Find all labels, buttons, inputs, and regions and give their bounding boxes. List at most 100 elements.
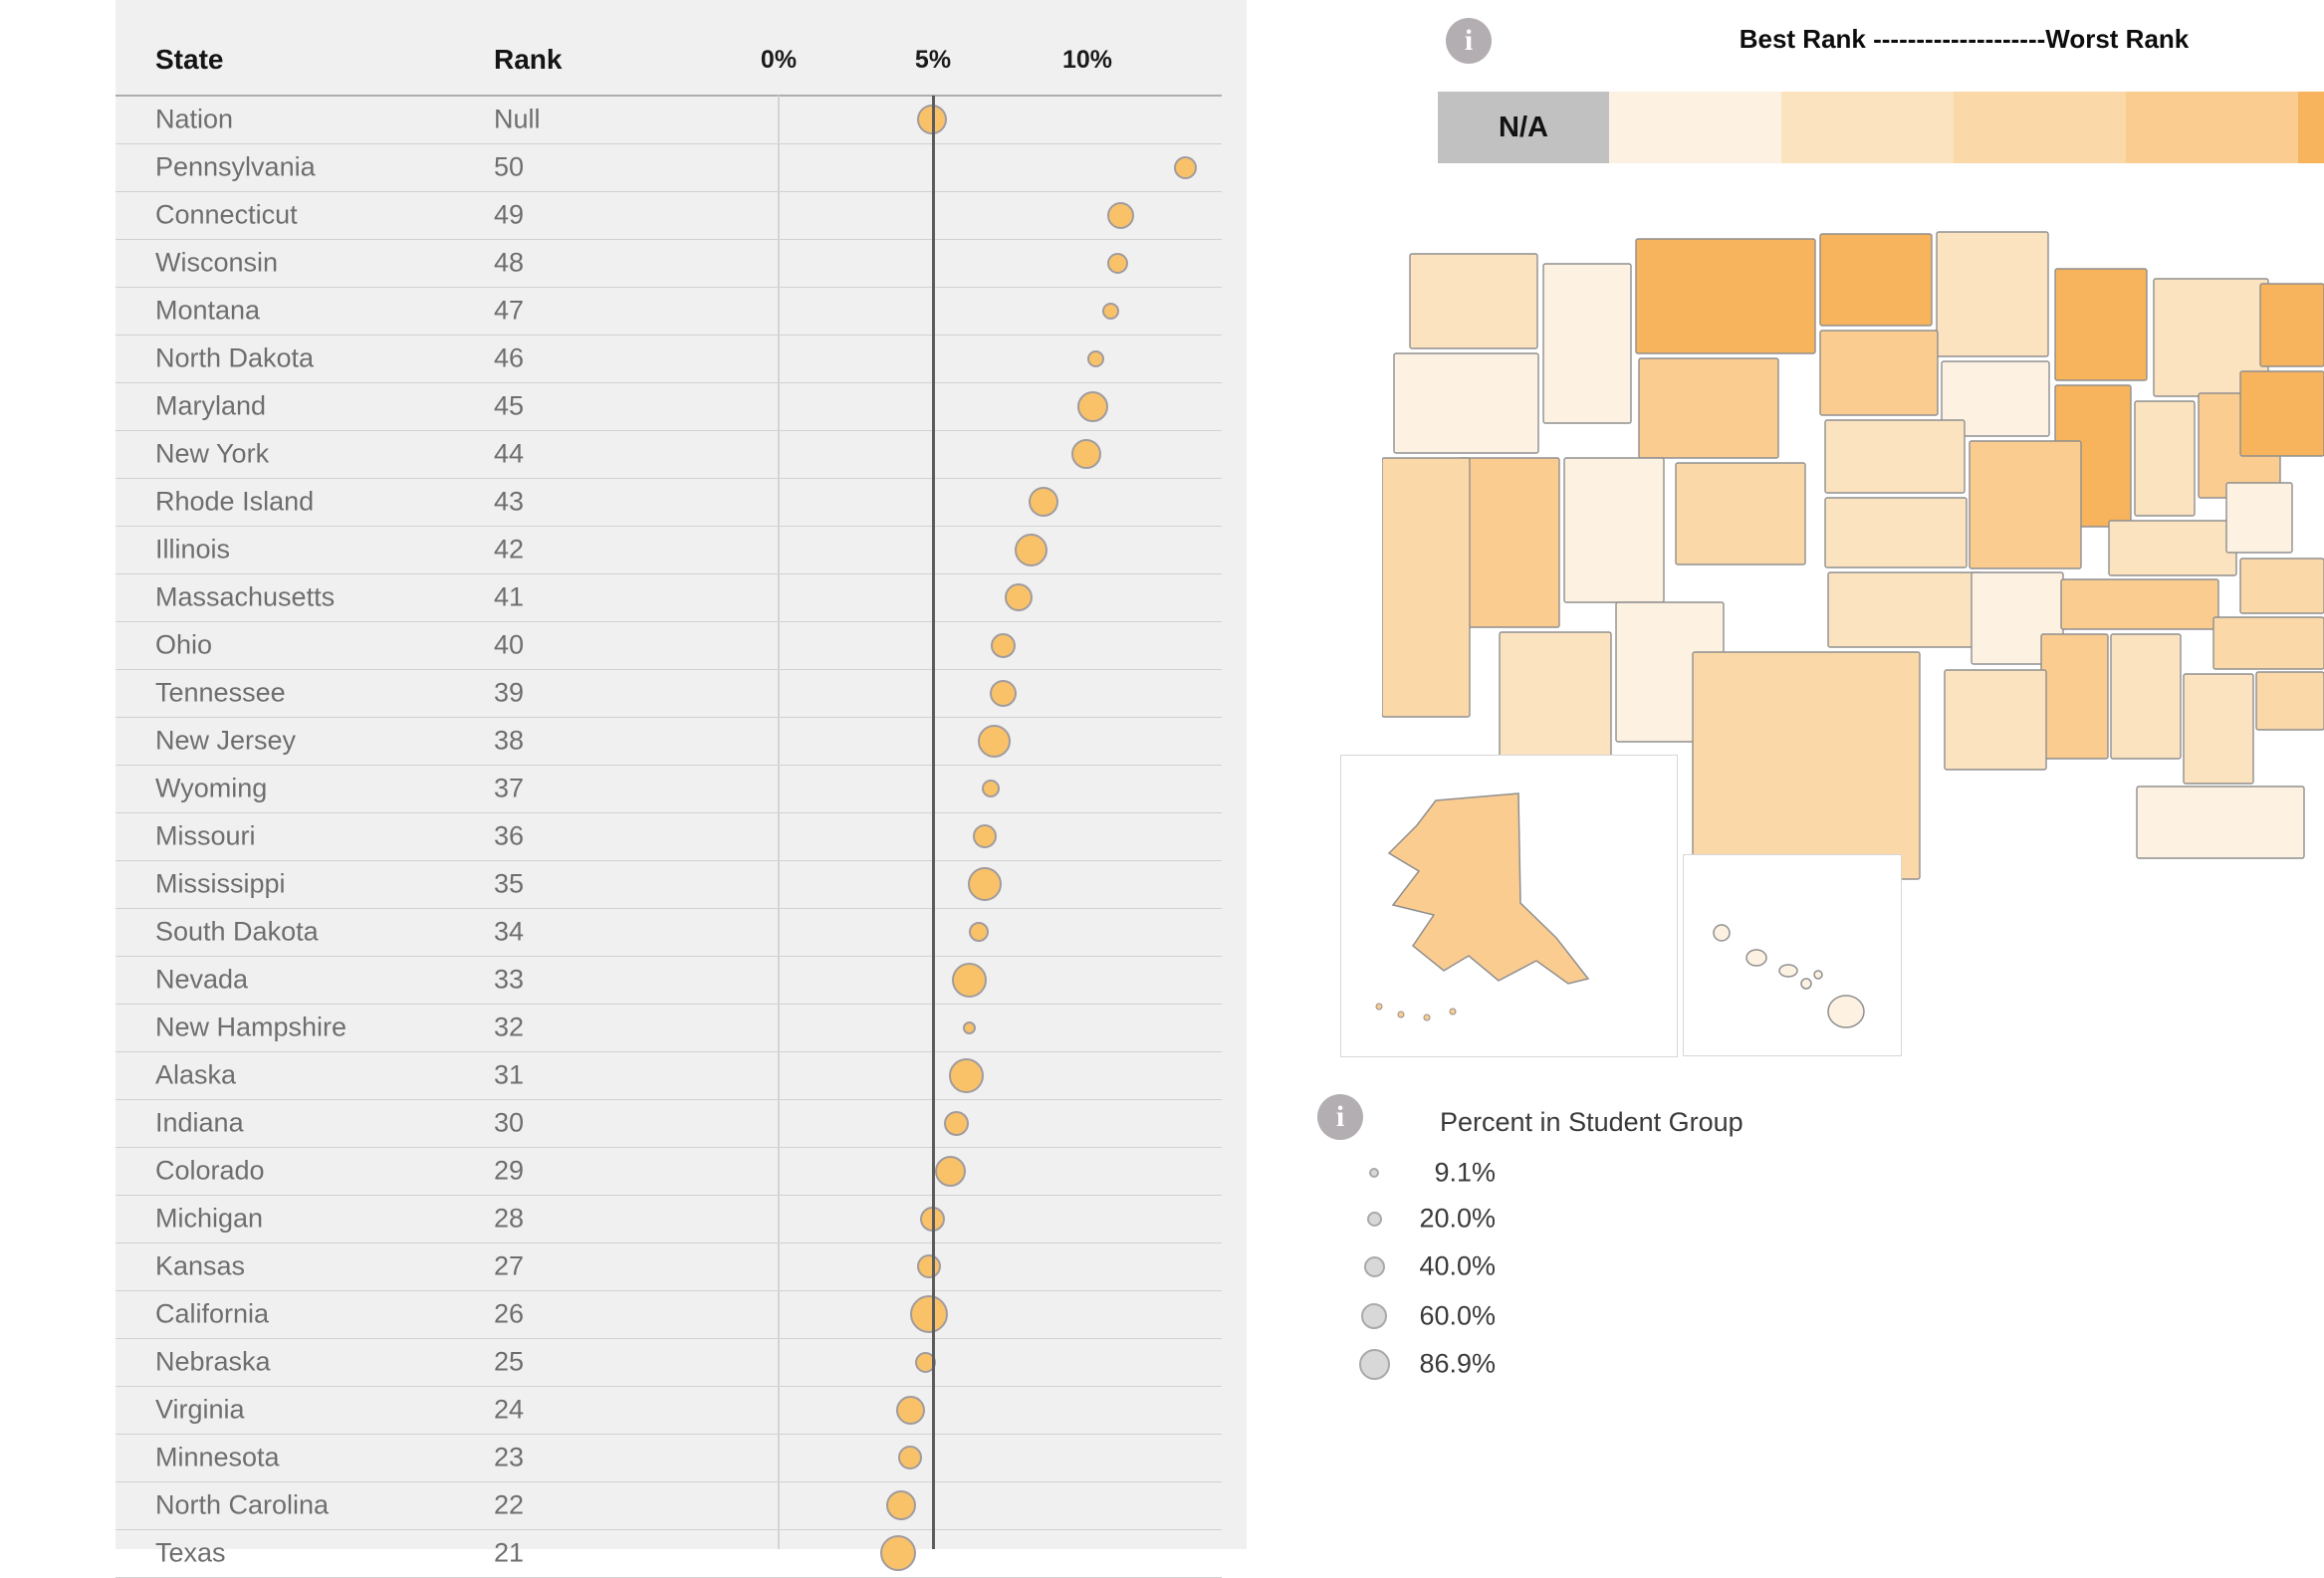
table-row[interactable]: Wisconsin 48 [116, 239, 1222, 288]
percent-dot[interactable] [967, 867, 1002, 901]
table-row[interactable]: New York 44 [116, 430, 1222, 479]
state-MS[interactable] [2040, 633, 2109, 760]
state-WI[interactable] [2054, 268, 2148, 381]
percent-dot[interactable] [944, 1110, 970, 1136]
size-legend-circle[interactable] [1361, 1303, 1387, 1329]
table-row[interactable]: Maryland 45 [116, 382, 1222, 431]
state-CO[interactable] [1675, 462, 1806, 565]
table-row[interactable]: Mississippi 35 [116, 860, 1222, 909]
percent-dot[interactable] [972, 824, 997, 848]
state-IA[interactable] [1941, 360, 2050, 437]
state-NC[interactable] [2212, 616, 2324, 670]
state-MO[interactable] [1969, 440, 2082, 569]
percent-dot[interactable] [1028, 487, 1058, 517]
percent-dot[interactable] [1106, 201, 1134, 229]
state-ND[interactable] [1819, 233, 1933, 327]
state-WV[interactable] [2225, 482, 2293, 554]
percent-dot[interactable] [1106, 252, 1128, 274]
state-MT[interactable] [1635, 238, 1816, 354]
state-TN[interactable] [2060, 578, 2219, 630]
legend-color-swatch-bin5[interactable] [2298, 92, 2324, 163]
table-row[interactable]: Connecticut 49 [116, 191, 1222, 240]
state-PA[interactable] [2239, 370, 2324, 457]
table-row[interactable]: Rhode Island 43 [116, 478, 1222, 527]
info-icon-size-legend[interactable]: i [1317, 1094, 1363, 1140]
table-row[interactable]: Missouri 36 [116, 812, 1222, 861]
size-legend-circle[interactable] [1363, 1255, 1385, 1277]
state-IN[interactable] [2134, 400, 2196, 517]
table-row[interactable]: Alaska 31 [116, 1051, 1222, 1100]
state-GA[interactable] [2183, 673, 2254, 785]
state-UT[interactable] [1563, 457, 1665, 603]
table-row[interactable]: New Jersey 38 [116, 717, 1222, 766]
percent-dot[interactable] [962, 1020, 976, 1034]
table-row[interactable]: Nevada 33 [116, 956, 1222, 1005]
state-KS[interactable] [1824, 497, 1968, 568]
percent-dot[interactable] [879, 1535, 916, 1571]
table-row[interactable]: Virginia 24 [116, 1386, 1222, 1435]
state-SC[interactable] [2255, 671, 2324, 731]
percent-dot[interactable] [898, 1446, 923, 1469]
legend-color-swatch-bin4[interactable] [2126, 92, 2298, 163]
percent-dot[interactable] [909, 1295, 948, 1333]
percent-dot[interactable] [990, 632, 1016, 658]
percent-dot[interactable] [977, 724, 1011, 758]
state-NY[interactable] [2259, 283, 2324, 367]
state-WY[interactable] [1638, 357, 1779, 459]
table-row[interactable]: Nebraska 25 [116, 1338, 1222, 1387]
state-KY[interactable] [2108, 520, 2237, 576]
table-row[interactable]: North Dakota 46 [116, 335, 1222, 383]
percent-dot[interactable] [981, 780, 1000, 797]
state-NV[interactable] [1459, 457, 1560, 628]
percent-dot[interactable] [1071, 439, 1101, 469]
state-LA[interactable] [1944, 669, 2047, 771]
percent-dot[interactable] [1076, 390, 1108, 422]
legend-color-swatch-bin3[interactable] [1954, 92, 2126, 163]
percent-dot[interactable] [886, 1490, 916, 1520]
table-row[interactable]: Pennsylvania 50 [116, 143, 1222, 192]
percent-dot[interactable] [916, 1254, 941, 1278]
percent-dot[interactable] [935, 1155, 967, 1187]
percent-dot[interactable] [951, 962, 987, 998]
legend-color-swatch-bin1[interactable] [1609, 92, 1781, 163]
size-legend-circle[interactable] [1358, 1348, 1390, 1380]
table-row[interactable]: California 26 [116, 1290, 1222, 1339]
table-row[interactable]: Nation Null [116, 96, 1222, 144]
table-row[interactable]: Colorado 29 [116, 1147, 1222, 1196]
table-row[interactable]: Wyoming 37 [116, 765, 1222, 813]
percent-dot[interactable] [895, 1395, 925, 1425]
state-OK[interactable] [1827, 571, 1983, 648]
state-NE[interactable] [1824, 419, 1966, 494]
table-row[interactable]: Illinois 42 [116, 526, 1222, 574]
percent-dot[interactable] [915, 1351, 937, 1373]
percent-dot[interactable] [1173, 155, 1197, 179]
state-FL[interactable] [2136, 786, 2305, 859]
table-row[interactable]: Texas 21 [116, 1529, 1222, 1578]
percent-dot[interactable] [1014, 533, 1047, 566]
percent-dot[interactable] [989, 679, 1017, 707]
state-AK[interactable] [1387, 792, 1590, 985]
legend-color-swatch-bin2[interactable] [1781, 92, 1954, 163]
table-row[interactable]: Michigan 28 [116, 1195, 1222, 1243]
state-AZ[interactable] [1499, 631, 1612, 768]
percent-dot[interactable] [1004, 583, 1033, 611]
table-row[interactable]: North Carolina 22 [116, 1481, 1222, 1530]
table-row[interactable]: New Hampshire 32 [116, 1004, 1222, 1052]
percent-dot[interactable] [948, 1057, 984, 1093]
state-ID[interactable] [1542, 263, 1632, 424]
state-WA[interactable] [1409, 253, 1538, 349]
info-icon[interactable]: i [1446, 18, 1492, 64]
state-CA[interactable] [1382, 457, 1471, 718]
table-row[interactable]: Indiana 30 [116, 1099, 1222, 1148]
table-row[interactable]: Massachusetts 41 [116, 573, 1222, 622]
state-HI[interactable] [1713, 924, 1865, 1028]
table-row[interactable]: Kansas 27 [116, 1242, 1222, 1291]
size-legend-circle[interactable] [1366, 1211, 1382, 1227]
table-row[interactable]: Ohio 40 [116, 621, 1222, 670]
table-row[interactable]: Tennessee 39 [116, 669, 1222, 718]
legend-na-swatch[interactable]: N/A [1438, 92, 1609, 163]
table-row[interactable]: Minnesota 23 [116, 1434, 1222, 1482]
percent-dot[interactable] [1086, 349, 1104, 367]
percent-dot[interactable] [1102, 302, 1120, 320]
size-legend-circle[interactable] [1369, 1168, 1379, 1178]
